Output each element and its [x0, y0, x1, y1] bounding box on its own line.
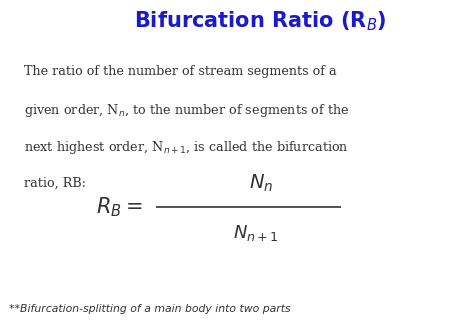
Text: **Bifurcation-splitting of a main body into two parts: **Bifurcation-splitting of a main body i… — [9, 304, 291, 314]
Text: next highest order, N$_{n+1}$, is called the bifurcation: next highest order, N$_{n+1}$, is called… — [24, 139, 348, 156]
Text: The ratio of the number of stream segments of a: The ratio of the number of stream segmen… — [24, 65, 337, 78]
Text: $N_{n+1}$: $N_{n+1}$ — [233, 223, 279, 243]
Text: ratio, RB:: ratio, RB: — [24, 177, 86, 190]
Text: given order, N$_n$, to the number of segments of the: given order, N$_n$, to the number of seg… — [24, 102, 349, 119]
Text: $N_n$: $N_n$ — [248, 172, 273, 194]
Text: Bifurcation Ratio (R$_B$): Bifurcation Ratio (R$_B$) — [135, 10, 387, 33]
Text: $\mathit{R}_B =$: $\mathit{R}_B =$ — [96, 196, 142, 219]
